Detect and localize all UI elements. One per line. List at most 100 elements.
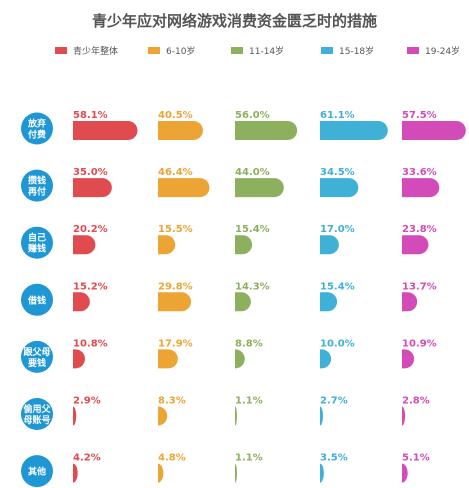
category-circle-5 xyxy=(21,340,53,373)
bar-6-2 xyxy=(158,406,168,426)
bar-1-3 xyxy=(235,121,298,140)
bar-4-5 xyxy=(402,292,418,312)
value-label-5-5: 10.9% xyxy=(402,338,437,349)
bar-4-4 xyxy=(320,292,338,312)
category-label-5-1: 跟父母 xyxy=(23,347,50,358)
bar-5-2 xyxy=(158,349,178,369)
value-label-1-3: 56.0% xyxy=(235,110,270,121)
value-label-6-1: 2.9% xyxy=(73,396,101,407)
bar-4-1 xyxy=(73,292,90,312)
value-label-4-2: 29.8% xyxy=(158,281,193,292)
value-label-1-1: 58.1% xyxy=(73,110,108,121)
category-circle-7 xyxy=(21,455,53,488)
category-label-3-2: 赚钱 xyxy=(27,243,46,255)
legend-swatch-4 xyxy=(321,47,333,54)
value-label-1-4: 61.1% xyxy=(320,110,355,121)
legend-swatch-5 xyxy=(407,47,419,54)
bar-4-2 xyxy=(158,292,192,312)
legend-label-5: 19-24岁 xyxy=(425,45,460,57)
value-label-1-2: 40.5% xyxy=(158,110,193,121)
category-circle-1 xyxy=(21,112,53,145)
bar-3-3 xyxy=(235,235,253,255)
value-label-3-3: 15.4% xyxy=(235,224,270,235)
bar-3-1 xyxy=(73,235,96,255)
bar-3-5 xyxy=(402,235,429,255)
bar-7-4 xyxy=(320,463,324,483)
category-label-6-1: 偷用父 xyxy=(23,403,51,415)
category-label-4-1: 借钱 xyxy=(27,294,46,306)
bar-2-3 xyxy=(235,178,284,198)
legend-label-4: 15-18岁 xyxy=(339,45,374,57)
value-label-6-3: 1.1% xyxy=(235,396,263,407)
category-label-3-1: 自己 xyxy=(28,232,46,244)
category-circle-2 xyxy=(21,169,53,202)
value-label-3-4: 17.0% xyxy=(320,224,355,235)
category-label-5-2: 要钱 xyxy=(28,357,46,369)
value-label-3-5: 23.8% xyxy=(402,224,437,235)
category-label-6-2: 母账号 xyxy=(23,414,50,426)
value-label-7-2: 4.8% xyxy=(158,453,186,464)
legend-label-1: 青少年整体 xyxy=(73,45,118,57)
value-label-1-5: 57.5% xyxy=(402,110,437,121)
category-label-1-1: 放弃 xyxy=(27,118,46,130)
value-label-3-2: 15.5% xyxy=(158,224,193,235)
value-label-5-2: 17.9% xyxy=(158,338,193,349)
legend-swatch-1 xyxy=(55,47,67,54)
value-label-2-4: 34.5% xyxy=(320,167,355,178)
bar-7-5 xyxy=(402,463,408,483)
value-label-5-3: 8.8% xyxy=(235,338,263,349)
bar-7-3 xyxy=(235,463,237,483)
legend-swatch-2 xyxy=(148,47,160,54)
value-label-3-1: 20.2% xyxy=(73,224,108,235)
value-label-7-4: 3.5% xyxy=(320,453,348,464)
bar-6-1 xyxy=(73,406,77,426)
value-label-4-1: 15.2% xyxy=(73,281,108,292)
legend: 青少年整体 6-10岁 11-14岁 15-18岁 19-24岁 xyxy=(55,45,460,57)
bar-7-1 xyxy=(73,463,78,483)
bar-4-3 xyxy=(235,292,251,312)
value-label-6-2: 8.3% xyxy=(158,396,186,407)
category-label-2-2: 再付 xyxy=(28,186,46,198)
value-label-2-5: 33.6% xyxy=(402,167,437,178)
bar-3-2 xyxy=(158,235,176,255)
category-circle-6 xyxy=(21,398,53,430)
value-label-5-4: 10.0% xyxy=(320,338,355,349)
bar-1-1 xyxy=(73,121,138,140)
value-label-7-3: 1.1% xyxy=(235,453,263,464)
value-label-2-3: 44.0% xyxy=(235,167,270,178)
category-label-7-1: 其他 xyxy=(28,466,46,478)
value-label-4-4: 15.4% xyxy=(320,281,355,292)
category-circle-3 xyxy=(21,226,53,259)
value-label-5-1: 10.8% xyxy=(73,338,108,349)
bar-1-4 xyxy=(320,121,388,140)
category-label-2-1: 攒钱 xyxy=(28,175,46,187)
legend-swatch-3 xyxy=(231,47,243,54)
bar-5-5 xyxy=(402,349,415,369)
value-label-6-5: 2.8% xyxy=(402,396,430,407)
bar-5-1 xyxy=(73,349,85,369)
bar-6-3 xyxy=(235,406,237,426)
bar-6-5 xyxy=(402,406,406,426)
bar-2-4 xyxy=(320,178,359,198)
value-label-2-2: 46.4% xyxy=(158,167,193,178)
legend-label-2: 6-10岁 xyxy=(166,45,195,57)
value-label-4-5: 13.7% xyxy=(402,281,437,292)
bar-1-2 xyxy=(158,121,203,140)
bar-2-2 xyxy=(158,178,210,198)
value-label-6-4: 2.7% xyxy=(320,396,348,407)
value-label-2-1: 35.0% xyxy=(73,167,108,178)
bar-6-4 xyxy=(320,406,323,426)
bar-7-2 xyxy=(158,463,164,483)
bar-2-5 xyxy=(402,178,440,198)
category-circle-4 xyxy=(21,283,53,316)
bar-5-3 xyxy=(235,349,245,369)
bar-1-5 xyxy=(402,121,466,140)
value-label-7-5: 5.1% xyxy=(402,453,430,464)
bar-3-4 xyxy=(320,235,339,255)
value-label-7-1: 4.2% xyxy=(73,453,101,464)
bar-5-4 xyxy=(320,349,332,369)
bar-2-1 xyxy=(73,178,112,198)
value-label-4-3: 14.3% xyxy=(235,281,270,292)
